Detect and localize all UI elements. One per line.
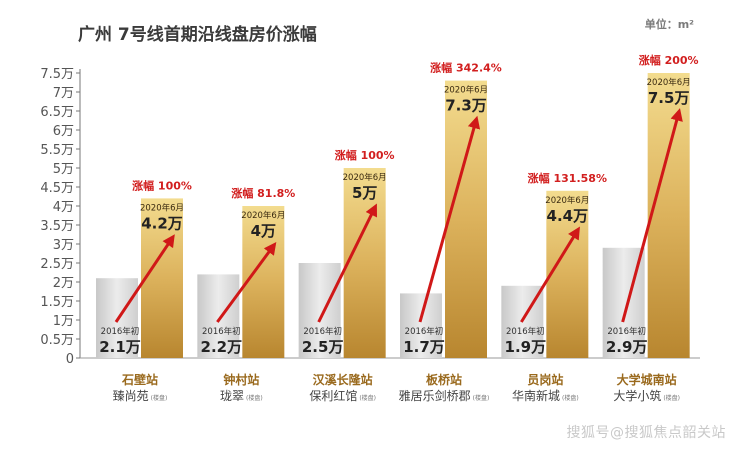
y-tick-label: 5.5万 [40, 143, 74, 158]
category-project: 保利红馆 (楼盘) [309, 388, 376, 403]
category-station: 员岗站 [527, 372, 563, 387]
value-label-2020: 4.2万 [141, 214, 183, 232]
bar-2020 [141, 198, 183, 358]
growth-arrow [216, 241, 277, 323]
growth-arrow [520, 226, 580, 323]
bar-2016 [298, 263, 341, 358]
project-name: 大学小筑 [613, 388, 661, 403]
bar-2020 [445, 80, 487, 358]
value-label-2020: 7.3万 [445, 97, 487, 115]
project-note: (楼盘) [562, 394, 579, 402]
value-label-2020: 4万 [251, 222, 276, 240]
growth-arrow [621, 108, 683, 323]
growth-label: 涨幅 342.4% [430, 61, 502, 75]
growth-arrow [418, 115, 481, 323]
bar-2020 [546, 190, 589, 358]
y-tick-label: 3.5万 [40, 219, 74, 234]
value-label-2020: 5万 [352, 184, 377, 202]
value-label-2016: 1.9万 [505, 338, 547, 356]
growth-arrow [317, 203, 377, 323]
y-tick-label: 7万 [53, 86, 74, 101]
category-station: 钟村站 [223, 372, 259, 387]
y-tick-label: 1万 [53, 314, 74, 329]
category-station: 汉溪长隆站 [313, 372, 373, 387]
chart-title: 广州 7号线首期沿线盘房价涨幅 [78, 25, 317, 45]
y-tick-label: 6万 [53, 124, 74, 139]
y-tick-label: 2.5万 [40, 257, 74, 272]
y-tick-label: 3万 [53, 238, 74, 253]
project-note: (楼盘) [663, 394, 680, 402]
value-label-2016: 2.2万 [201, 338, 243, 356]
project-name: 珑翠 [220, 389, 244, 403]
y-tick-label: 6.5万 [40, 105, 74, 120]
series-name-2020: 2020年6月 [140, 202, 184, 213]
growth-arrow [114, 234, 175, 323]
value-label-2020: 4.4万 [547, 207, 589, 225]
category-station: 石壁站 [121, 372, 158, 387]
series-name-2020: 2020年6月 [343, 172, 387, 183]
project-name: 华南新城 [512, 388, 560, 403]
bar-2020 [242, 206, 285, 358]
growth-label: 涨幅 81.8% [231, 186, 295, 200]
project-note: (楼盘) [151, 394, 168, 402]
project-note: (楼盘) [246, 394, 263, 402]
bar-2020 [647, 73, 690, 358]
y-tick-label: 5万 [53, 162, 74, 177]
series-name-2016: 2016年初 [607, 326, 646, 337]
y-tick-label: 7.5万 [40, 67, 74, 82]
category-project: 华南新城 (楼盘) [512, 388, 579, 403]
value-label-2020: 7.5万 [648, 89, 690, 107]
series-name-2016: 2016年初 [202, 326, 241, 337]
series-name-2016: 2016年初 [506, 326, 545, 337]
category-project: 臻尚苑 (楼盘) [113, 389, 168, 403]
unit-label: 单位：m² [644, 18, 694, 31]
series-name-2016: 2016年初 [405, 326, 444, 337]
value-label-2016: 2.1万 [99, 338, 141, 356]
value-label-2016: 2.9万 [606, 338, 648, 356]
value-label-2016: 2.5万 [302, 338, 344, 356]
category-station: 大学城南站 [617, 372, 677, 387]
y-tick-label: 4万 [53, 200, 74, 215]
project-note: (楼盘) [473, 394, 490, 402]
bar-2020 [343, 168, 386, 358]
project-name: 保利红馆 [309, 388, 357, 403]
bar-2016 [400, 293, 442, 358]
y-tick-label: 1.5万 [40, 295, 74, 310]
y-tick-label: 0.5万 [40, 333, 74, 348]
growth-label: 涨幅 200% [639, 53, 699, 67]
series-name-2020: 2020年6月 [444, 85, 488, 96]
watermark: 搜狐号@搜狐焦点韶关站 [566, 425, 726, 441]
category-project: 大学小筑 (楼盘) [613, 388, 680, 403]
series-name-2016: 2016年初 [101, 326, 140, 337]
bar-2016 [197, 274, 240, 358]
value-label-2016: 1.7万 [403, 338, 445, 356]
series-name-2020: 2020年6月 [241, 210, 285, 221]
series-name-2016: 2016年初 [303, 326, 342, 337]
growth-label: 涨幅 100% [335, 148, 395, 162]
category-station: 板桥站 [426, 372, 462, 387]
category-project: 珑翠 (楼盘) [220, 389, 263, 403]
project-name: 雅居乐剑桥郡 [399, 388, 471, 403]
series-name-2020: 2020年6月 [545, 195, 589, 206]
project-note: (楼盘) [359, 394, 376, 402]
growth-label: 涨幅 100% [132, 178, 192, 192]
series-name-2020: 2020年6月 [647, 77, 691, 88]
growth-label: 涨幅 131.58% [528, 171, 607, 185]
y-tick-label: 4.5万 [40, 181, 74, 196]
project-name: 臻尚苑 [113, 389, 149, 403]
category-project: 雅居乐剑桥郡 (楼盘) [399, 388, 490, 403]
y-tick-label: 0 [66, 352, 74, 367]
y-tick-label: 2万 [53, 276, 74, 291]
